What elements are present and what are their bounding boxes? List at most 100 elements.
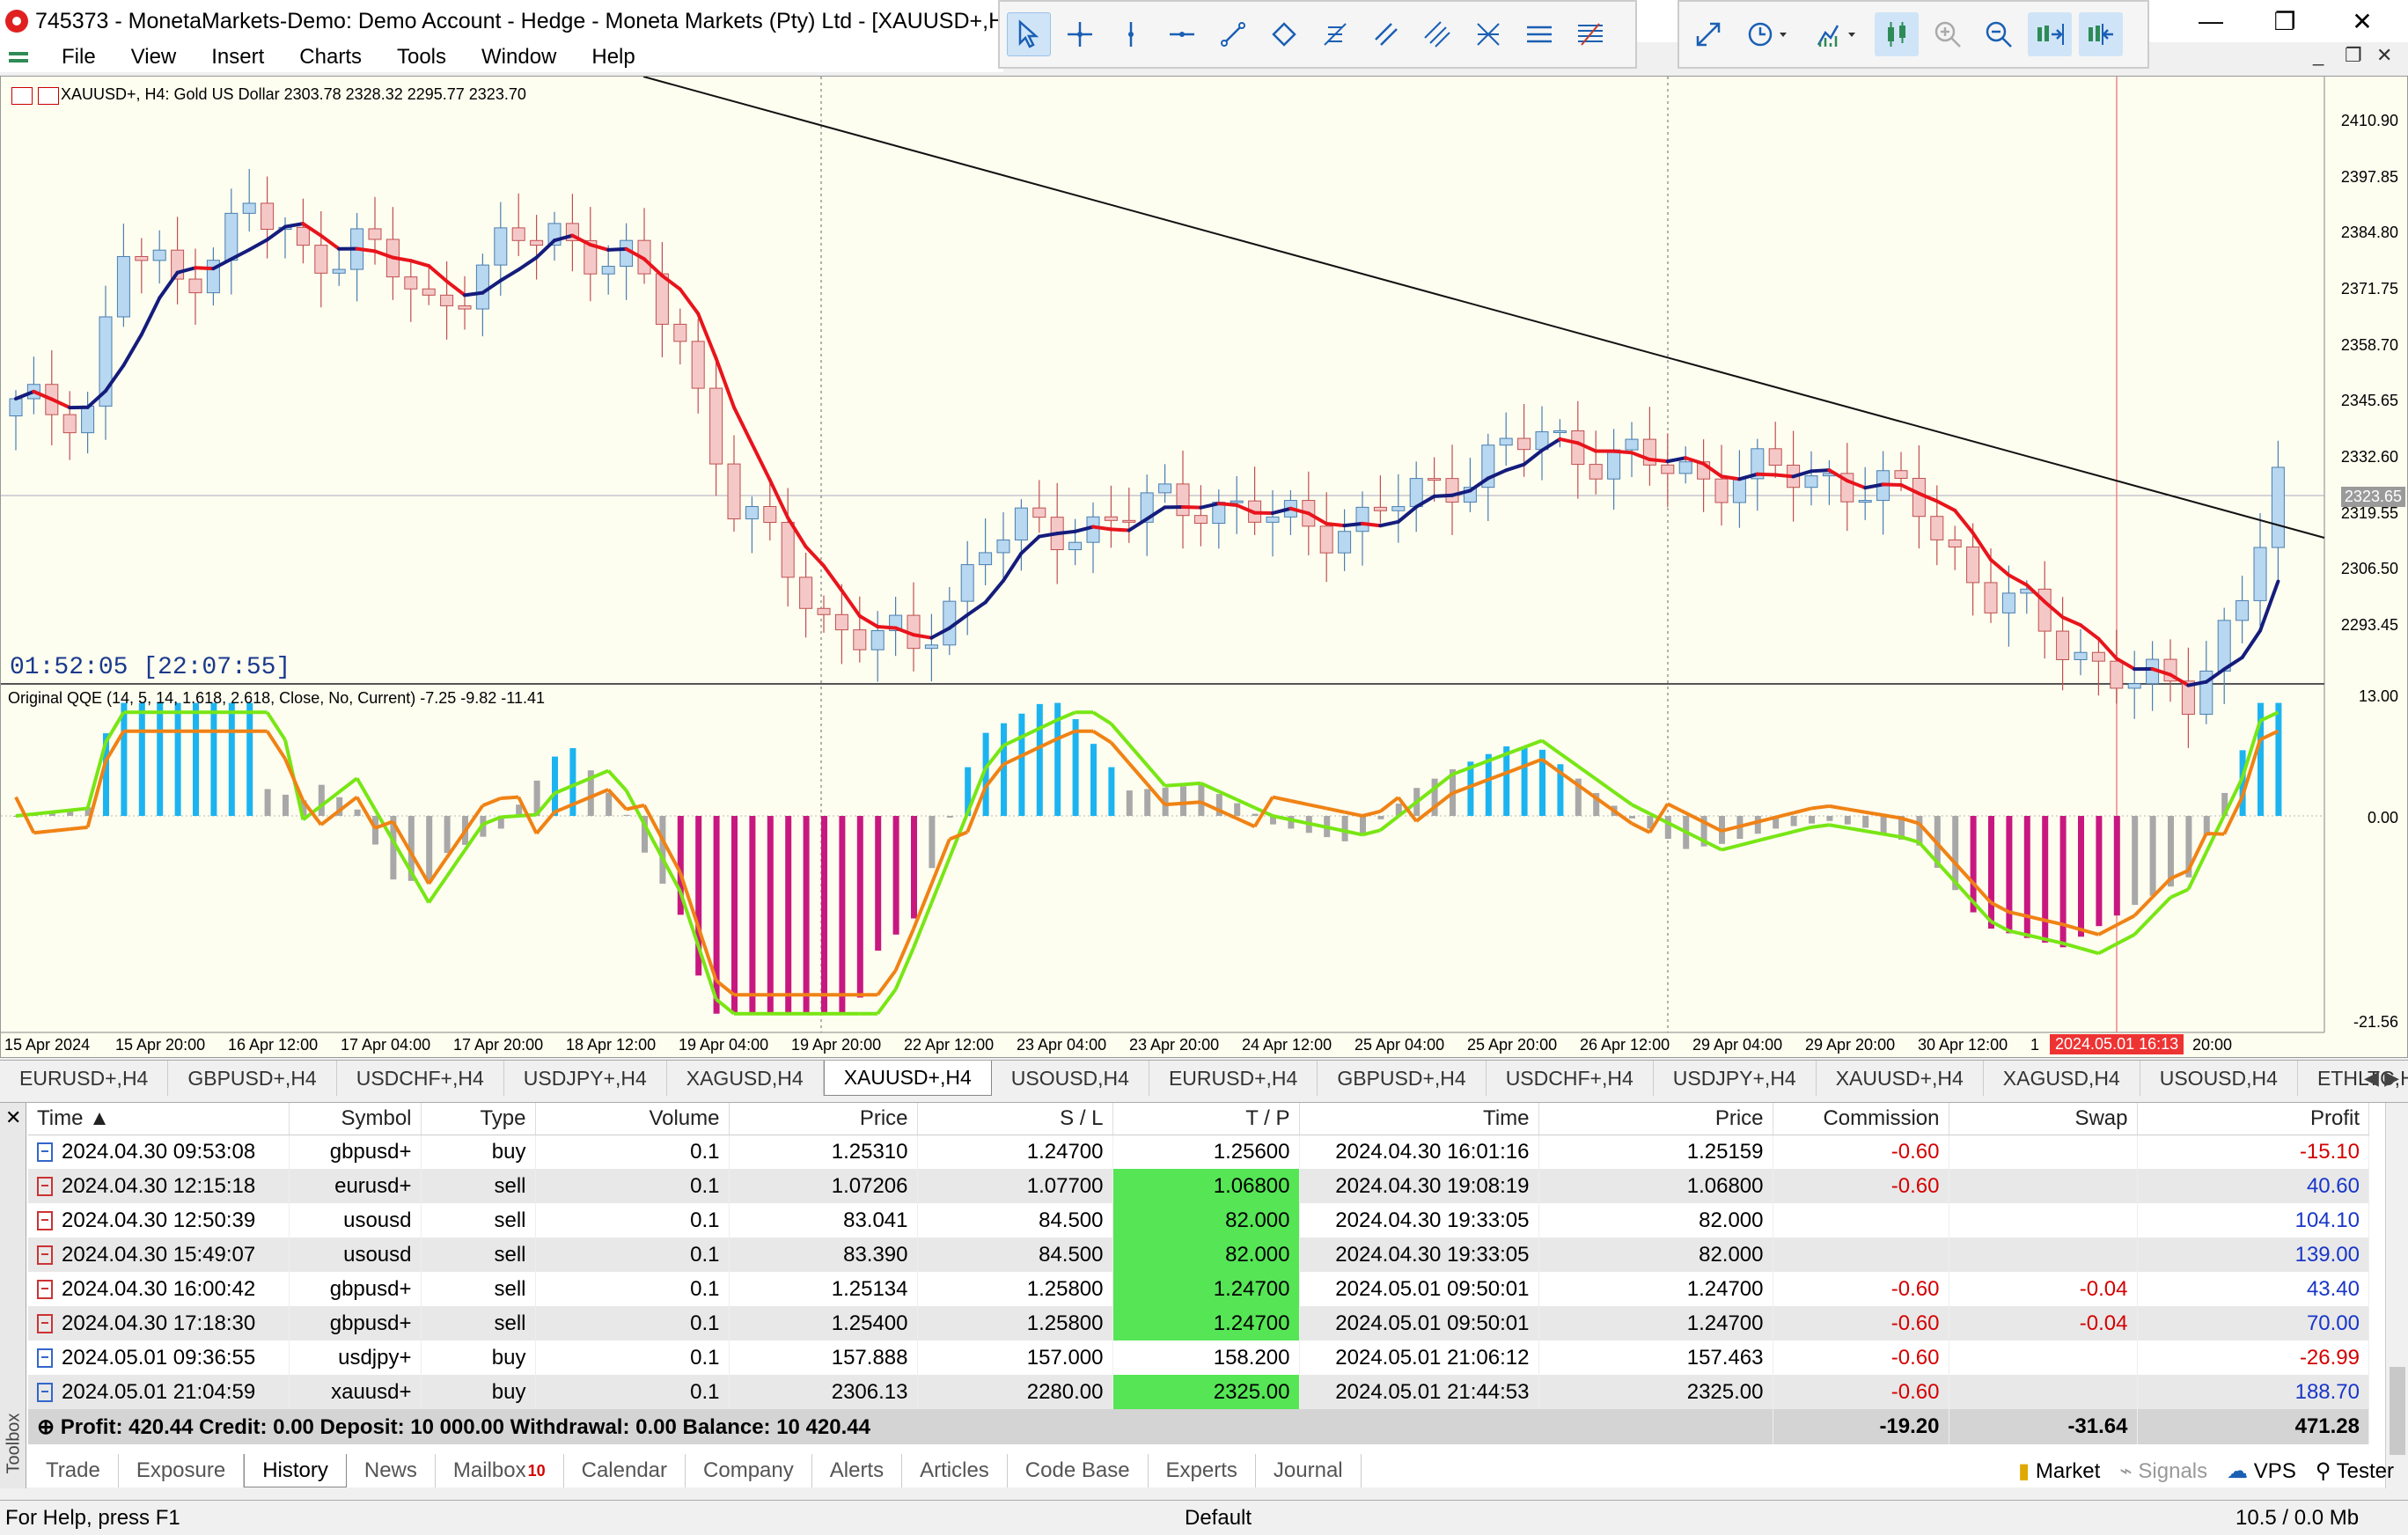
chart-tab[interactable]: GBPUSD+,H4 [168, 1061, 337, 1096]
col-header-swap[interactable]: Swap [1949, 1103, 2138, 1135]
indicators-button[interactable] [1806, 12, 1868, 56]
menu-help[interactable]: Help [591, 45, 635, 69]
tab-trade[interactable]: Trade [28, 1454, 119, 1487]
scrollbar-thumb[interactable] [2390, 1367, 2405, 1455]
col-header-time[interactable]: Time ▲ [28, 1103, 290, 1135]
col-header-symbol[interactable]: Symbol [289, 1103, 422, 1135]
chart-minimize-button[interactable]: _ [2313, 44, 2324, 66]
chart-tab[interactable]: EURUSD+,H4 [1149, 1061, 1318, 1096]
chart-restore-button[interactable]: ❐ [2345, 44, 2362, 66]
equidistant-channel-button[interactable] [1415, 12, 1459, 56]
market-button[interactable]: ▮ Market [2018, 1458, 2100, 1484]
chart-tab[interactable]: XAGUSD,H4 [1984, 1061, 2140, 1096]
col-header-type[interactable]: Type [421, 1103, 536, 1135]
tab-alerts[interactable]: Alerts [812, 1454, 903, 1487]
zoom-out-button[interactable] [1977, 12, 2021, 56]
close-toolbox-icon[interactable]: ✕ [5, 1106, 22, 1128]
col-header-volume[interactable]: Volume [535, 1103, 730, 1135]
vps-button[interactable]: ☁ VPS [2227, 1458, 2296, 1484]
chart-tab[interactable]: USOUSD,H4 [992, 1061, 1149, 1096]
timeframe-button[interactable] [1737, 12, 1799, 56]
col-header-close-price[interactable]: Price [1538, 1103, 1773, 1135]
tab-exposure[interactable]: Exposure [119, 1454, 245, 1487]
chart-tab[interactable]: USDJPY+,H4 [504, 1061, 667, 1096]
menu-view[interactable]: View [130, 45, 177, 69]
tab-journal[interactable]: Journal [1256, 1454, 1362, 1487]
signals-button[interactable]: ⌁ Signals [2119, 1458, 2207, 1484]
tab-company[interactable]: Company [686, 1454, 812, 1487]
qqe-fast-line [481, 815, 502, 826]
qqe-slow-line [1325, 806, 1346, 814]
col-header-profit[interactable]: Profit [2137, 1103, 2369, 1135]
history-scrollbar[interactable] [2385, 1103, 2408, 1488]
close-button[interactable]: ✕ [2352, 7, 2373, 35]
chart-shift-button[interactable] [2028, 12, 2072, 56]
menu-charts[interactable]: Charts [299, 45, 362, 69]
tester-button[interactable]: ⚲ Tester [2316, 1458, 2394, 1484]
history-row[interactable]: 2024.04.30 17:18:30 gbpusd+ sell 0.1 1.25400… [28, 1306, 2369, 1340]
chart-tab[interactable]: EURUSD+,H4 [0, 1061, 169, 1096]
history-row[interactable]: 2024.05.01 09:36:55 usdjpy+ buy 0.1 157.888 1… [28, 1340, 2369, 1375]
qqe-fast-line [2062, 941, 2081, 951]
text-tools-button[interactable] [1568, 12, 1612, 56]
history-row[interactable]: 2024.04.30 16:00:42 gbpusd+ sell 0.1 1.25134… [28, 1272, 2369, 1306]
tab-news[interactable]: News [347, 1454, 436, 1487]
col-header-sl[interactable]: S / L [917, 1103, 1113, 1135]
tab-code-base[interactable]: Code Base [1008, 1454, 1149, 1487]
chart-tab[interactable]: XAUUSD+,H4 [1817, 1061, 1984, 1096]
chart-tab[interactable]: USOUSD,H4 [2140, 1061, 2298, 1096]
history-row[interactable]: 2024.04.30 15:49:07 usousd sell 0.1 83.390 84… [28, 1238, 2369, 1272]
cell-sl: 157.000 [917, 1340, 1113, 1375]
horizontal-line-button[interactable] [1160, 12, 1204, 56]
vertical-line-button[interactable] [1109, 12, 1153, 56]
crosshair-tool-button[interactable] [1058, 12, 1102, 56]
chart-tab[interactable]: USDJPY+,H4 [1654, 1061, 1817, 1096]
tab-calendar[interactable]: Calendar [564, 1454, 686, 1487]
trendline-button[interactable] [1211, 12, 1255, 56]
cursor-tool-button[interactable] [1007, 12, 1051, 56]
tab-articles[interactable]: Articles [902, 1454, 1008, 1487]
col-header-price[interactable]: Price [729, 1103, 918, 1135]
menu-tools[interactable]: Tools [396, 45, 447, 69]
menu-insert[interactable]: Insert [211, 45, 265, 69]
expand-summary-icon[interactable]: ⊕ [37, 1414, 61, 1439]
tab-experts[interactable]: Experts [1149, 1454, 1256, 1487]
chart-tab[interactable]: ETHLTC,H4 [2298, 1061, 2408, 1096]
lines-button[interactable] [1517, 12, 1561, 56]
col-header-tp[interactable]: T / P [1112, 1103, 1300, 1135]
chart-tab[interactable]: XAGUSD,H4 [667, 1061, 824, 1096]
chart-tab[interactable]: GBPUSD+,H4 [1318, 1061, 1487, 1096]
chart-tab[interactable]: USDCHF+,H4 [1487, 1061, 1654, 1096]
menu-file[interactable]: File [62, 45, 96, 69]
menu-window[interactable]: Window [481, 45, 557, 69]
restore-button[interactable]: ❐ [2273, 7, 2296, 35]
tab-history[interactable]: History [244, 1454, 347, 1487]
zoom-in-button[interactable] [1926, 12, 1970, 56]
shapes-button[interactable] [1262, 12, 1306, 56]
tab-scroll-arrows[interactable]: ◀ ▶ [2364, 1067, 2399, 1089]
fibonacci-button[interactable] [1313, 12, 1357, 56]
history-row[interactable]: 2024.05.01 21:04:59 xauusd+ buy 0.1 2306.13 2… [28, 1375, 2369, 1409]
minimize-button[interactable]: — [2199, 7, 2223, 34]
trade-icon[interactable] [11, 87, 33, 105]
history-row[interactable]: 2024.04.30 09:53:08 gbpusd+ buy 0.1 1.25310 1… [28, 1135, 2369, 1169]
tab-mailbox[interactable]: Mailbox 10 [436, 1454, 564, 1487]
col-header-close-time[interactable]: Time [1299, 1103, 1539, 1135]
channel-button[interactable] [1364, 12, 1408, 56]
moving-average-segment [1288, 506, 1310, 516]
chart-tab-active[interactable]: XAUUSD+,H4 [823, 1061, 992, 1096]
col-header-commission[interactable]: Commission [1773, 1103, 1949, 1135]
chart-close-button[interactable]: ✕ [2376, 44, 2393, 66]
chart-window-icon[interactable] [9, 48, 28, 66]
chart-tab[interactable]: USDCHF+,H4 [337, 1061, 504, 1096]
depth-icon[interactable] [38, 87, 59, 105]
history-row[interactable]: 2024.04.30 12:15:18 eurusd+ sell 0.1 1.07206… [28, 1169, 2369, 1203]
history-row[interactable]: 2024.04.30 12:50:39 usousd sell 0.1 83.041 84… [28, 1203, 2369, 1238]
autoscroll-chart-button[interactable] [2079, 12, 2123, 56]
price-chart[interactable]: XAUUSD+, H4: Gold US Dollar 2303.78 2328… [0, 76, 2408, 1058]
qqe-histogram-bar [606, 792, 613, 816]
gann-button[interactable] [1466, 12, 1510, 56]
autoscroll-button[interactable] [1686, 12, 1730, 56]
candlesticks-button[interactable] [1875, 12, 1919, 56]
qqe-slow-line [2222, 796, 2244, 835]
